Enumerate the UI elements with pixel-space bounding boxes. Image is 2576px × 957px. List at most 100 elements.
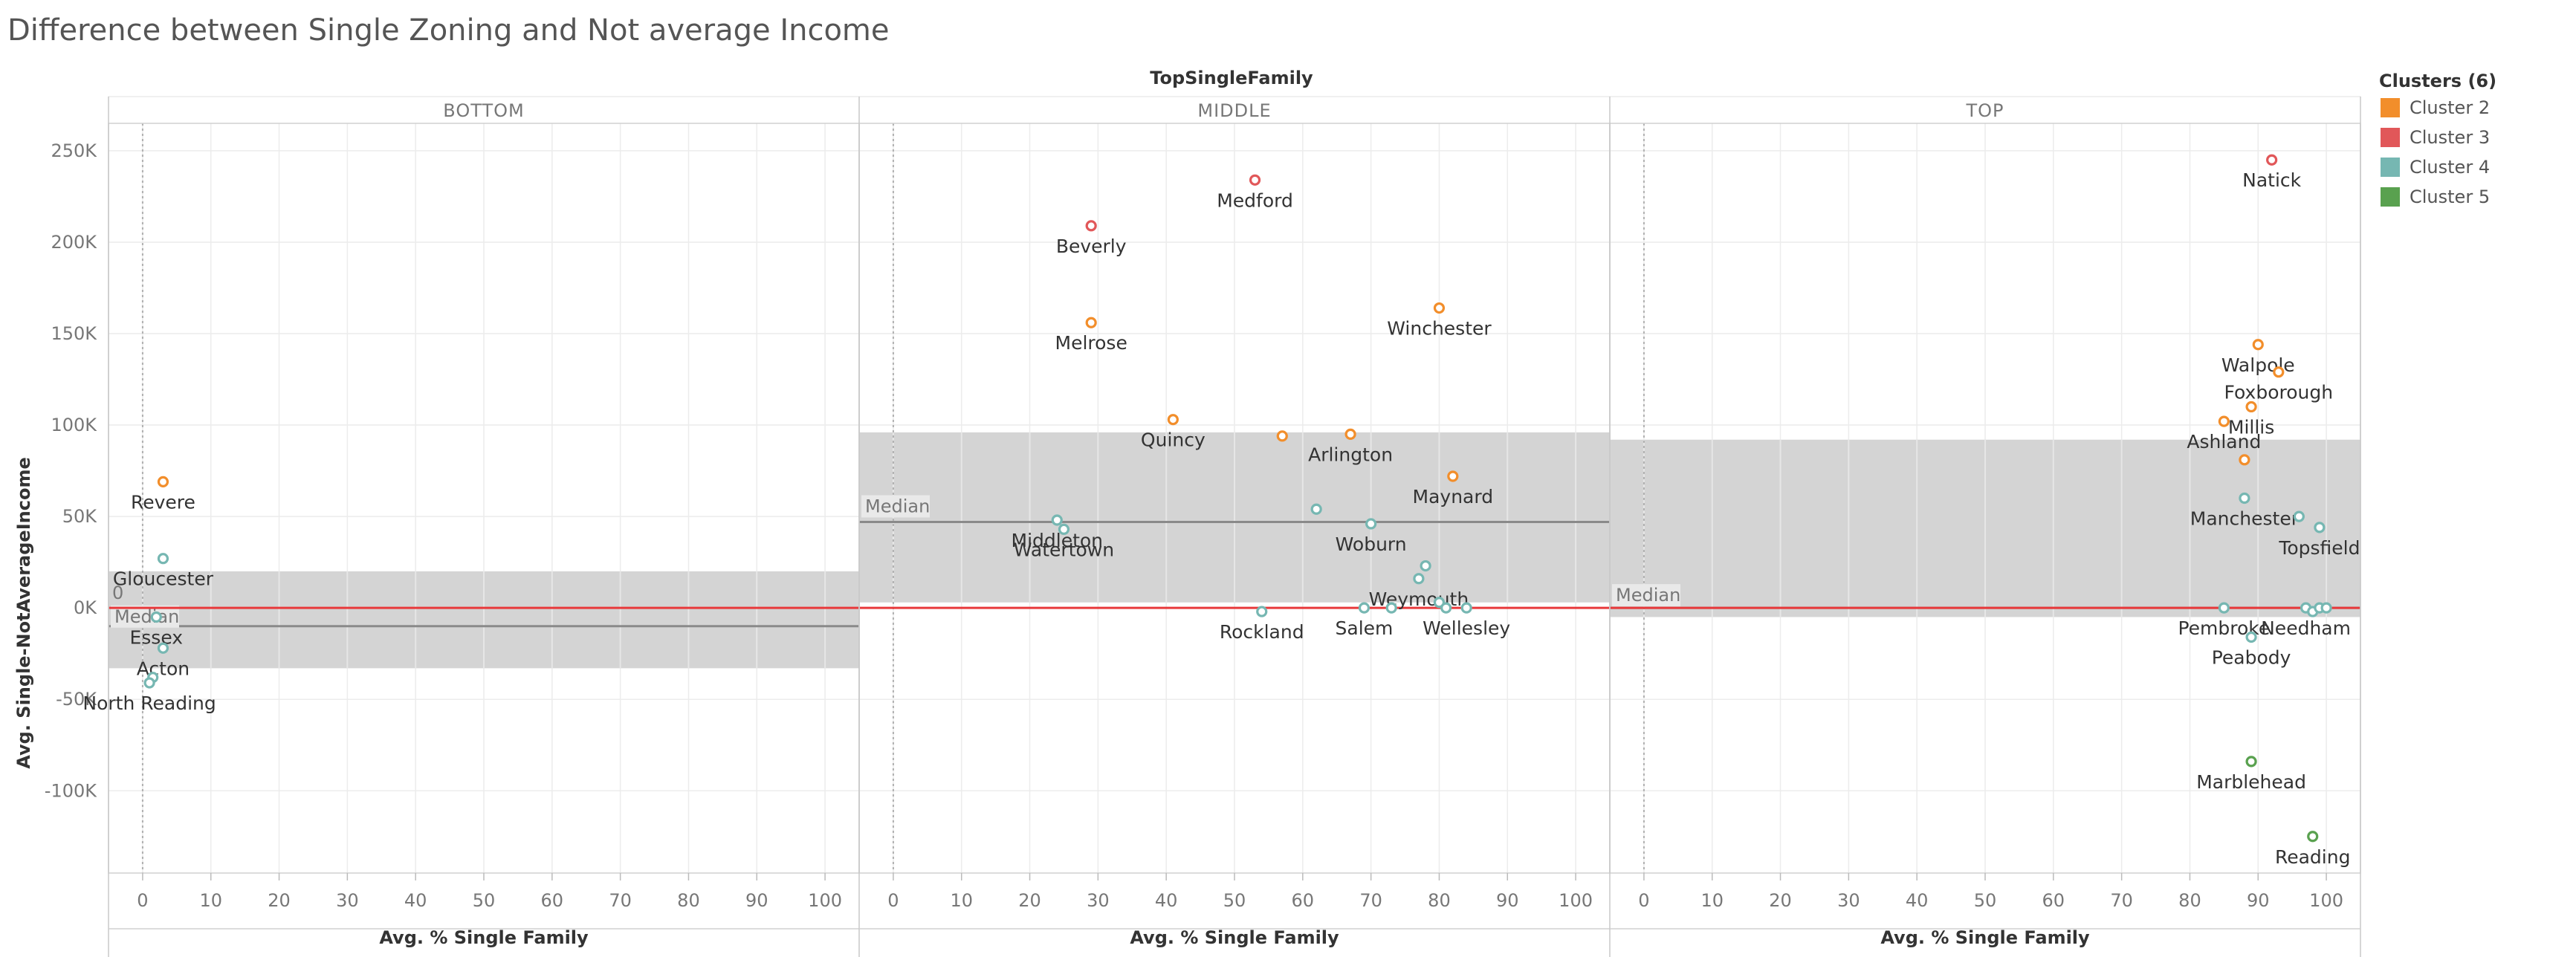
point-label: Ashland xyxy=(2187,431,2261,452)
data-points: Medford Beverly Melrose Winchester Quincy Arl… xyxy=(1012,174,1510,643)
x-tick-label: 100 xyxy=(1559,890,1593,911)
x-tick-label: 100 xyxy=(808,890,842,911)
x-tick-label: 0 xyxy=(137,890,148,911)
data-point[interactable] xyxy=(2245,400,2257,413)
data-point[interactable] xyxy=(1249,174,1261,186)
data-point[interactable] xyxy=(2245,756,2257,768)
point-label: Woburn xyxy=(1336,533,1407,555)
chart-title: Difference between Single Zoning and Not… xyxy=(7,13,890,48)
data-point[interactable] xyxy=(1365,518,1377,530)
x-tick-label: 10 xyxy=(199,890,222,911)
median-label: Median xyxy=(1616,585,1680,606)
x-tick-label: 10 xyxy=(1700,890,1724,911)
point-label: Natick xyxy=(2242,169,2302,191)
legend-label[interactable]: Cluster 2 xyxy=(2410,97,2490,118)
legend-label[interactable]: Cluster 5 xyxy=(2410,186,2490,207)
point-label: Peabody xyxy=(2212,647,2291,669)
y-tick-label: 200K xyxy=(51,232,97,253)
zero-label: 0 xyxy=(112,583,123,603)
panel-header-label: MIDDLE xyxy=(1197,100,1271,121)
legend-swatch[interactable] xyxy=(2381,187,2400,207)
point-label: Millis xyxy=(2228,416,2274,438)
legend-swatch[interactable] xyxy=(2381,98,2400,117)
point-label: Manchester xyxy=(2190,508,2300,530)
data-point[interactable] xyxy=(157,476,169,487)
data-point[interactable] xyxy=(1433,302,1446,314)
data-point[interactable] xyxy=(2314,522,2326,533)
data-point[interactable] xyxy=(1256,606,1268,617)
data-point[interactable] xyxy=(157,553,169,565)
median-label-box xyxy=(861,495,930,518)
point-label: Maynard xyxy=(1413,486,1494,507)
data-point[interactable] xyxy=(2252,339,2264,351)
data-point[interactable] xyxy=(157,642,169,654)
point-label: Quincy xyxy=(1141,429,1206,451)
data-point[interactable] xyxy=(2266,154,2278,166)
point-label: Arlington xyxy=(1308,444,1393,465)
x-tick-label: 40 xyxy=(1155,890,1178,911)
data-point[interactable] xyxy=(1344,428,1356,440)
data-point[interactable] xyxy=(1085,317,1097,328)
data-point[interactable] xyxy=(2239,454,2250,466)
x-axis-title: Avg. % Single Family xyxy=(1130,927,1339,948)
data-point[interactable] xyxy=(150,611,162,623)
data-point[interactable] xyxy=(2320,602,2332,614)
data-point[interactable] xyxy=(1276,430,1288,442)
x-tick-label: 50 xyxy=(1974,890,1997,911)
x-axis-ticks: 0 10 20 30 40 50 60 70 80 90 100 xyxy=(1638,873,2343,911)
data-point[interactable] xyxy=(2218,602,2230,614)
data-point[interactable] xyxy=(2218,415,2230,427)
data-point[interactable] xyxy=(2293,510,2305,522)
point-label: Marblehead xyxy=(2196,771,2306,793)
y-axis-title: Avg. Single-NotAverageIncome xyxy=(13,457,34,768)
data-point[interactable] xyxy=(2239,492,2250,505)
y-tick-label: -50K xyxy=(56,689,97,710)
point-label: Reading xyxy=(2275,846,2350,868)
data-point[interactable] xyxy=(2273,366,2285,378)
data-point[interactable] xyxy=(1460,602,1472,614)
data-point[interactable] xyxy=(2307,831,2319,843)
x-tick-label: 20 xyxy=(1018,890,1041,911)
legend-label[interactable]: Cluster 4 xyxy=(2410,157,2490,178)
data-point[interactable] xyxy=(1385,602,1397,614)
panel-header-box xyxy=(108,96,860,124)
point-label: Winchester xyxy=(1387,318,1492,340)
median-label: Median xyxy=(114,606,179,627)
data-point[interactable] xyxy=(2245,631,2257,643)
data-point[interactable] xyxy=(1420,559,1431,572)
legend-swatch[interactable] xyxy=(2381,128,2400,147)
data-point[interactable] xyxy=(143,677,155,689)
data-point[interactable] xyxy=(1440,602,1452,614)
legend-swatch[interactable] xyxy=(2381,158,2400,177)
data-point[interactable] xyxy=(1358,602,1370,614)
data-point[interactable] xyxy=(1051,514,1063,526)
y-axis-ticks: 250K 200K 150K 100K 50K 0K -50K -100K xyxy=(45,140,97,801)
x-tick-label: 30 xyxy=(1087,890,1110,911)
panel-middle: MIDDLE Median Medford Beverly Melrose Winches… xyxy=(858,96,1611,957)
x-axis-title: Avg. % Single Family xyxy=(379,927,589,948)
median-label: Median xyxy=(865,496,930,516)
y-tick-label: -100K xyxy=(45,780,97,801)
x-tick-label: 90 xyxy=(745,890,768,911)
data-point[interactable] xyxy=(1167,414,1179,426)
legend-items: Cluster 2 Cluster 3 Cluster 4 Cluster 5 xyxy=(2381,97,2490,207)
x-axis-ticks: 0 10 20 30 40 50 60 70 80 90 100 xyxy=(137,873,842,911)
point-label: Middleton xyxy=(1012,530,1104,551)
grid-lines xyxy=(109,123,859,873)
data-point[interactable] xyxy=(1413,573,1425,585)
x-tick-label: 50 xyxy=(473,890,496,911)
panel-top: TOPMedianNatickWalpoleFoxboroughMillisAs… xyxy=(1609,96,2361,957)
data-point[interactable] xyxy=(1058,523,1070,535)
data-point[interactable] xyxy=(1447,470,1459,482)
point-label: Salem xyxy=(1336,617,1394,639)
panel-bottom: BOTTOM Median 0 Revere Gloucester Essex Acton N… xyxy=(82,96,860,957)
point-label: Acton xyxy=(137,658,190,679)
point-label: Foxborough xyxy=(2224,382,2334,403)
data-point[interactable] xyxy=(1310,503,1322,515)
panel-header-box xyxy=(1609,96,2361,124)
point-label: Essex xyxy=(129,626,183,648)
data-point[interactable] xyxy=(1085,220,1097,232)
legend-label[interactable]: Cluster 3 xyxy=(2410,127,2490,148)
y-tick-label: 250K xyxy=(51,140,97,161)
